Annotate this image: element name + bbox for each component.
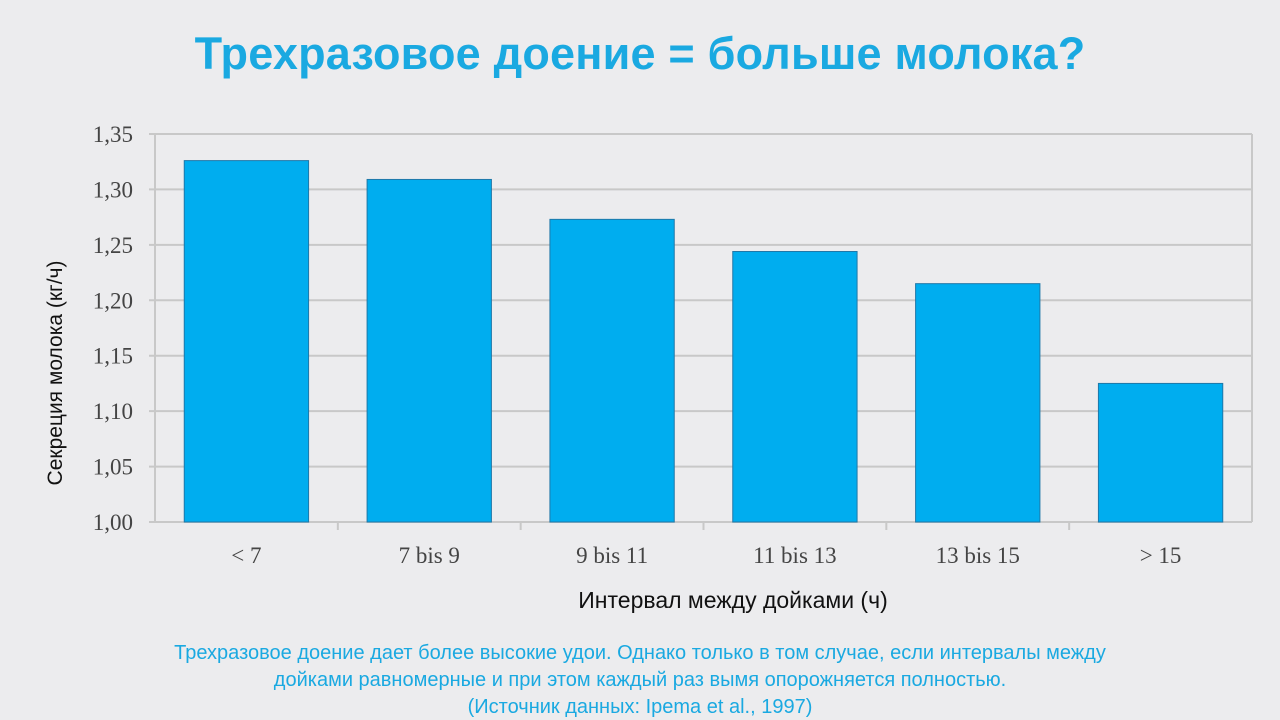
caption: Трехразовое доение дает более высокие уд…	[0, 640, 1280, 720]
x-axis-label: Интервал между дойками (ч)	[578, 587, 887, 613]
y-tick-label: 1,35	[93, 122, 133, 147]
bar	[915, 283, 1041, 523]
x-tick-label: > 15	[1140, 543, 1182, 568]
y-tick-label: 1,15	[93, 344, 133, 369]
y-tick-label: 1,30	[93, 177, 133, 202]
y-tick-label: 1,20	[93, 288, 133, 313]
bar	[183, 160, 310, 523]
bars	[183, 160, 1224, 523]
x-tick-label: 11 bis 13	[753, 543, 837, 568]
y-tick-labels: 1,00 1,05 1,10 1,15 1,20 1,25 1,30 1,35	[93, 122, 133, 535]
y-tick-label: 1,25	[93, 233, 133, 258]
caption-line: дойками равномерные и при этом каждый ра…	[273, 669, 1007, 691]
plot-frame	[154, 134, 1253, 530]
x-tick-label: 7 bis 9	[399, 543, 460, 568]
bar	[732, 251, 858, 523]
bar	[1097, 382, 1224, 523]
bar	[366, 178, 492, 523]
x-tick-label: < 7	[231, 543, 261, 568]
slide-title: Трехразовое доение = больше молока?	[194, 28, 1086, 79]
grid-lines	[149, 133, 1252, 523]
y-tick-label: 1,05	[93, 455, 133, 480]
y-tick-label: 1,10	[93, 399, 133, 424]
caption-line: Трехразовое доение дает более высокие уд…	[174, 642, 1106, 664]
x-tick-label: 9 bis 11	[576, 543, 648, 568]
y-axis-label: Секреция молока (кг/ч)	[44, 261, 67, 486]
bar	[549, 218, 675, 523]
y-tick-label: 1,00	[93, 510, 133, 535]
x-tick-label: 13 bis 15	[936, 543, 1020, 568]
x-tick-labels: < 7 7 bis 9 9 bis 11 11 bis 13 13 bis 15 > 15	[231, 543, 1181, 568]
caption-line: (Источник данных: Ipema et al., 1997)	[467, 696, 813, 718]
milk-secretion-bar-chart: 1,00 1,05 1,10 1,15 1,20 1,25 1,30 1,35 < 7 7 bi…	[44, 122, 1253, 613]
